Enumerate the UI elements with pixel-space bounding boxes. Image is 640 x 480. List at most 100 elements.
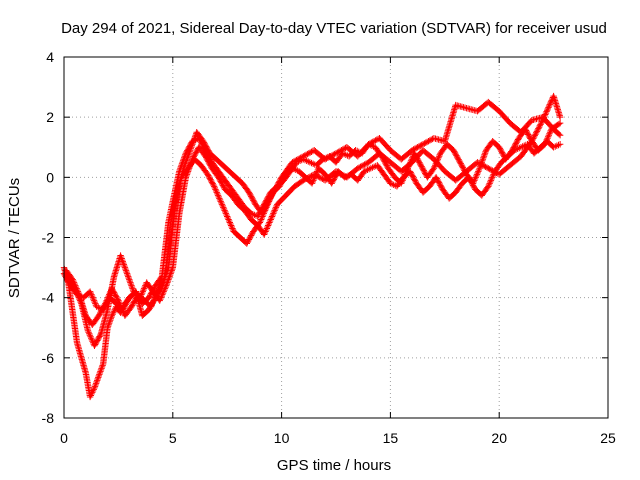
data-point-marker (423, 138, 431, 146)
data-point-marker (90, 386, 97, 393)
data-point-marker (119, 308, 127, 315)
data-point-marker (302, 175, 310, 183)
data-point-marker (475, 166, 483, 174)
data-point-marker (165, 276, 172, 283)
data-point-marker (361, 161, 368, 168)
data-point-marker (214, 190, 221, 198)
data-point-marker (190, 138, 197, 145)
data-point-marker (298, 153, 306, 161)
data-point-marker (145, 294, 153, 301)
data-point-marker (339, 146, 346, 153)
data-point-marker (326, 153, 333, 161)
data-point-marker (556, 141, 564, 148)
data-point-marker (429, 166, 437, 173)
data-point-marker (122, 267, 130, 274)
data-point-marker (306, 173, 314, 180)
data-point-marker (436, 151, 443, 158)
data-point-marker (91, 342, 98, 349)
data-point-marker (489, 167, 496, 174)
data-point-marker (212, 187, 220, 195)
data-point-marker (87, 333, 94, 340)
y-axis-label: SDTVAR / TECUs (6, 178, 23, 298)
data-point-marker (245, 237, 252, 245)
data-point-marker (556, 132, 564, 139)
data-point-marker (183, 171, 191, 178)
data-point-marker (301, 152, 308, 159)
data-point-marker (211, 184, 218, 192)
data-point-marker (555, 120, 563, 128)
data-point-marker (205, 173, 213, 181)
data-point-marker (308, 172, 315, 180)
data-point-marker (91, 298, 98, 306)
data-point-marker (266, 195, 274, 202)
data-point-marker (530, 133, 538, 141)
data-point-marker (166, 271, 174, 279)
data-point-marker (547, 99, 554, 107)
data-point-marker (262, 203, 269, 210)
data-point-marker (274, 182, 281, 189)
data-point-marker (468, 179, 475, 186)
data-point-marker (514, 145, 521, 152)
data-point-marker (97, 331, 104, 339)
data-point-marker (302, 151, 310, 158)
data-point-marker (181, 162, 188, 169)
data-point-marker (415, 158, 422, 165)
data-point-marker (467, 178, 475, 185)
data-point-marker (369, 138, 376, 146)
data-point-marker (99, 362, 106, 369)
data-point-marker (220, 205, 228, 213)
data-point-marker (459, 164, 467, 171)
data-point-marker (265, 220, 272, 228)
data-point-marker (88, 335, 95, 342)
data-point-marker (191, 135, 198, 142)
data-point-marker (217, 198, 224, 205)
data-point-marker (147, 291, 154, 299)
data-point-marker (165, 274, 173, 282)
data-point-marker (354, 165, 361, 172)
data-point-marker (228, 223, 235, 231)
data-point-marker (123, 268, 130, 276)
data-point-marker (77, 298, 84, 306)
data-point-marker (75, 294, 82, 301)
data-point-marker (229, 225, 236, 232)
data-point-marker (140, 285, 148, 292)
data-point-marker (469, 180, 476, 188)
data-point-marker (535, 123, 543, 131)
data-point-marker (453, 152, 460, 159)
data-point-marker (484, 184, 491, 191)
data-point-marker (188, 144, 195, 151)
data-point-marker (97, 368, 104, 375)
data-point-marker (97, 308, 105, 315)
data-point-marker (245, 189, 253, 196)
data-point-marker (86, 393, 94, 401)
data-point-marker (222, 208, 229, 216)
data-point-marker (311, 171, 318, 178)
data-point-marker (248, 230, 256, 238)
data-point-marker (185, 165, 193, 172)
data-point-marker (157, 294, 165, 301)
data-point-marker (88, 336, 96, 343)
data-point-marker (546, 101, 553, 108)
data-point-marker (466, 176, 474, 184)
data-point-marker (182, 174, 190, 181)
data-point-marker (535, 125, 542, 132)
data-point-marker (200, 139, 208, 146)
data-point-marker (70, 284, 78, 291)
data-point-marker (479, 162, 487, 169)
data-point-marker (158, 292, 165, 300)
y-tick-label: -4 (42, 290, 55, 306)
data-point-marker (71, 285, 79, 292)
data-point-marker (183, 157, 190, 164)
data-point-marker (340, 145, 348, 152)
data-point-marker (340, 172, 348, 180)
data-point-marker (420, 167, 427, 174)
data-point-marker (514, 137, 521, 145)
data-point-marker (478, 161, 485, 168)
data-point-marker (324, 154, 332, 161)
data-point-marker (140, 286, 147, 294)
data-point-marker (483, 164, 491, 171)
data-point-marker (224, 214, 232, 222)
data-point-marker (128, 302, 136, 309)
data-point-marker (72, 286, 79, 294)
x-tick-label: 25 (600, 430, 616, 446)
